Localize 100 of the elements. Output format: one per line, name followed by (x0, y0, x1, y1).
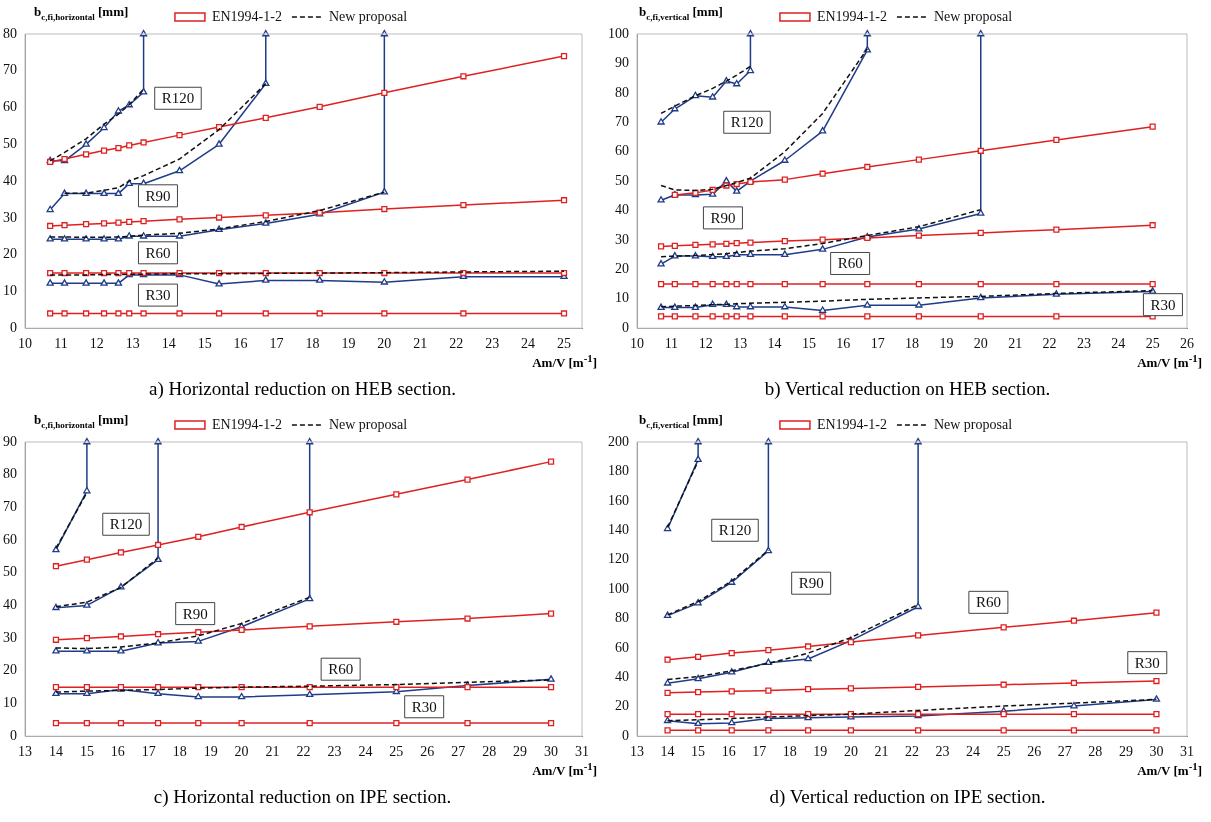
y-axis-title: b$_{c,fi,horizontal}$ [mm] (34, 4, 129, 22)
y-tick-label: 20 (615, 698, 629, 714)
annotation: R90 (798, 575, 824, 592)
y-tick-label: 140 (608, 521, 629, 537)
y-tick-label: 0 (622, 727, 629, 743)
y-tick-label: 80 (615, 610, 629, 626)
y-tick-label: 70 (3, 62, 17, 78)
x-tick-label: 22 (296, 744, 311, 760)
x-tick-label: 19 (939, 336, 954, 352)
text: c) Horizontal reduction on IPE section. (152, 786, 453, 808)
y-tick-label: 0 (622, 319, 629, 335)
x-tick-label: 18 (305, 336, 320, 352)
y-tick-label: 40 (3, 172, 17, 188)
y-tick-label: 20 (615, 261, 629, 277)
x-axis-title: Am/V [m$^{-1}$] (1137, 352, 1202, 372)
x-tick-label: 15 (691, 744, 706, 760)
x-tick-label: 24 (1111, 336, 1126, 352)
x-tick-label: 22 (905, 744, 919, 760)
legend-label: EN1994-1-2 (816, 8, 887, 24)
legend-label: New proposal (328, 8, 408, 24)
x-tick-label: 21 (874, 744, 889, 760)
y-tick-label: 50 (3, 136, 17, 151)
y-tick-label: 80 (615, 84, 629, 100)
x-tick-label: 11 (54, 336, 68, 352)
x-tick-label: 30 (1149, 744, 1164, 760)
x-tick-label: 30 (544, 744, 559, 760)
x-tick-label: 16 (233, 336, 248, 352)
annotation: R120 (730, 114, 764, 131)
y-tick-label: 90 (3, 433, 17, 449)
x-axis-title: Am/V [m$^{-1}$] (1137, 760, 1202, 780)
x-tick-label: 26 (420, 744, 435, 760)
y-axis-title: b$_{c,fi,horizontal}$ [mm] (34, 412, 129, 430)
y-tick-label: 30 (615, 231, 629, 247)
x-tick-label: 21 (413, 336, 428, 352)
x-tick-label: 28 (482, 744, 497, 760)
y-tick-label: 80 (3, 466, 17, 482)
y-tick-label: 100 (608, 580, 629, 596)
x-tick-label: 20 (377, 336, 392, 352)
y-tick-label: 10 (3, 695, 17, 711)
y-tick-label: 20 (3, 662, 17, 678)
annotation: R60 (837, 255, 863, 272)
x-tick-label: 24 (358, 744, 373, 760)
y-tick-label: 160 (608, 492, 629, 508)
legend-label: EN1994-1-2 (211, 416, 282, 432)
annotation: R30 (145, 287, 171, 304)
annotation: R120 (109, 516, 143, 533)
x-tick-label: 24 (966, 744, 981, 760)
y-tick-label: 100 (608, 25, 629, 41)
x-tick-label: 20 (234, 744, 249, 760)
y-tick-label: 50 (615, 172, 629, 188)
y-axis-title: b$_{c,fi,vertical}$ [mm] (639, 412, 723, 430)
annotation: R30 (411, 698, 437, 715)
x-tick-label: 27 (1057, 744, 1072, 760)
x-tick-label: 14 (767, 336, 782, 352)
x-tick-label: 21 (265, 744, 280, 760)
y-tick-label: 0 (10, 319, 17, 335)
y-tick-label: 10 (615, 290, 629, 306)
x-tick-label: 29 (1118, 744, 1133, 760)
x-tick-label: 31 (1180, 744, 1194, 760)
annotation: R30 (1134, 654, 1160, 671)
x-tick-label: 16 (836, 336, 851, 352)
y-tick-label: 60 (615, 639, 629, 655)
x-tick-label: 28 (1088, 744, 1103, 760)
x-axis-title: Am/V [m$^{-1}$] (532, 760, 597, 780)
y-tick-label: 10 (3, 283, 17, 299)
y-tick-label: 120 (608, 551, 629, 567)
x-axis-title: Am/V [m$^{-1}$] (532, 352, 597, 372)
x-tick-label: 23 (935, 744, 950, 760)
annotation: R90 (710, 209, 736, 226)
x-tick-label: 23 (1076, 336, 1091, 352)
x-tick-label: 19 (203, 744, 218, 760)
y-tick-label: 60 (615, 143, 629, 159)
annotation: R60 (328, 661, 354, 678)
y-tick-label: 50 (3, 564, 17, 580)
legend-label: New proposal (933, 416, 1013, 432)
y-tick-label: 200 (608, 433, 629, 449)
annotation: R120 (161, 90, 195, 107)
x-tick-label: 23 (485, 336, 500, 352)
y-tick-label: 70 (615, 113, 629, 129)
x-tick-label: 17 (870, 336, 885, 352)
x-tick-label: 23 (327, 744, 342, 760)
x-tick-label: 25 (389, 744, 404, 760)
annotation: R60 (975, 594, 1001, 611)
x-tick-label: 16 (110, 744, 125, 760)
y-tick-label: 60 (3, 531, 17, 547)
text: a) Horizontal reduction on HEB section. (147, 378, 458, 400)
x-tick-label: 13 (630, 744, 644, 760)
text: d) Vertical reduction on IPE section. (768, 786, 1047, 808)
x-tick-label: 12 (89, 336, 104, 352)
x-tick-label: 12 (698, 336, 713, 352)
x-tick-label: 15 (801, 336, 816, 352)
y-tick-label: 90 (615, 55, 629, 71)
annotation: R90 (182, 605, 208, 622)
x-tick-label: 13 (125, 336, 140, 352)
y-tick-label: 30 (3, 629, 17, 645)
y-tick-label: 80 (3, 25, 17, 41)
x-tick-label: 29 (513, 744, 528, 760)
x-tick-label: 21 (1008, 336, 1023, 352)
x-tick-label: 31 (575, 744, 589, 760)
annotation: R60 (145, 244, 171, 261)
